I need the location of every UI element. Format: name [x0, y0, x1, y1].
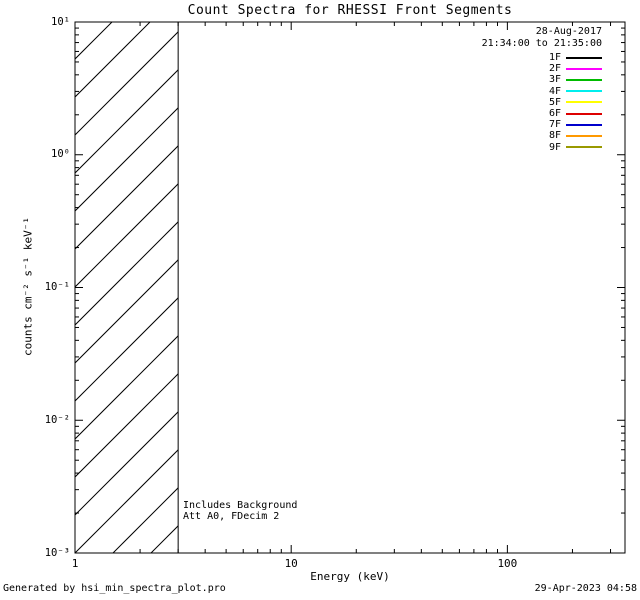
legend-entry-color-line [566, 78, 602, 81]
legend-entry-color-line [566, 56, 602, 59]
legend-entry: 6F [549, 108, 602, 119]
legend-entry-color-line [566, 146, 602, 149]
hatch-region [75, 22, 179, 553]
legend-entry-label: 9F [548, 141, 561, 153]
legend-time-range: 21:34:00 to 21:35:00 [481, 38, 602, 49]
legend: 1F 2F 3F 4F 5F 6F 7F 8F 9F [549, 52, 602, 153]
legend-entry-color-line [566, 101, 602, 104]
y-tick-label: 10⁻¹ [44, 281, 70, 293]
legend-entry-color-line [566, 67, 602, 70]
legend-entry-label: 4F [548, 85, 561, 97]
legend-entry-label: 2F [548, 63, 561, 75]
legend-entry: 8F [549, 130, 602, 141]
annotation-attenuator-decimation: Att A0, FDecim 2 [183, 511, 280, 522]
chart-title: Count Spectra for RHESSI Front Segments [187, 3, 513, 18]
annotation-includes-background: Includes Background [183, 500, 298, 511]
legend-entry: 9F [549, 142, 602, 153]
tick-marks [74, 21, 625, 554]
y-tick-label: 10⁻² [44, 413, 70, 426]
y-tick-label: 10⁻³ [44, 546, 70, 559]
x-tick-label: 1 [71, 557, 79, 570]
axis-frame [74, 21, 626, 554]
generated-timestamp: 29-Apr-2023 04:58 [534, 583, 637, 594]
legend-entry: 5F [549, 97, 602, 108]
legend-entry: 3F [549, 74, 602, 85]
legend-entry-label: 6F [548, 108, 561, 120]
y-tick-label: 10⁰ [51, 148, 70, 161]
x-axis-label: Energy (keV) [310, 570, 390, 583]
legend-entry-color-line [566, 123, 602, 126]
y-tick-label: 10¹ [51, 15, 70, 28]
legend-entry: 7F [549, 119, 602, 130]
generated-by-text: Generated by hsi_min_spectra_plot.pro [3, 583, 226, 594]
legend-entry-label: 3F [548, 74, 561, 86]
legend-date: 28-Aug-2017 [535, 26, 602, 37]
legend-entry-label: 1F [548, 52, 561, 64]
legend-entry-color-line [566, 112, 602, 115]
legend-entry-label: 8F [548, 130, 561, 142]
x-tick-label: 100 [497, 557, 518, 570]
legend-entry-color-line [566, 134, 602, 137]
legend-entry-label: 5F [548, 96, 561, 108]
legend-entry-color-line [566, 90, 602, 93]
legend-entry: 4F [549, 86, 602, 97]
legend-entry: 2F [549, 63, 602, 74]
legend-entry: 1F [549, 52, 602, 63]
legend-entry-label: 7F [548, 119, 561, 131]
x-tick-label: 10 [284, 557, 298, 570]
